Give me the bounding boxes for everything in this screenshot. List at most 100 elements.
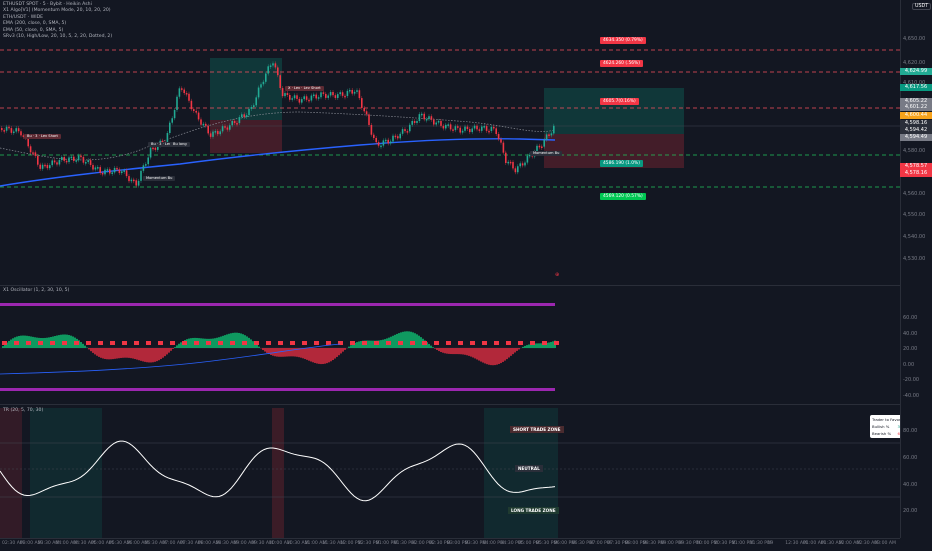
osc-bar bbox=[178, 344, 180, 348]
price-chart[interactable]: ⊕ bbox=[0, 0, 900, 285]
osc-signal-box bbox=[122, 341, 127, 345]
osc-bar bbox=[478, 348, 480, 361]
osc-bar bbox=[360, 341, 362, 348]
osc-bar bbox=[312, 348, 314, 362]
osc-bar bbox=[380, 340, 382, 348]
osc-bar bbox=[60, 335, 62, 348]
osc-bar bbox=[258, 347, 260, 348]
osc-signal-box bbox=[530, 341, 535, 345]
osc-bar bbox=[226, 334, 228, 348]
osc-signal-box bbox=[422, 341, 427, 345]
osc-bar bbox=[328, 348, 330, 362]
osc-bar bbox=[202, 339, 204, 348]
osc-bar bbox=[552, 341, 554, 348]
osc-bar bbox=[492, 348, 494, 365]
osc-signal-box bbox=[506, 341, 511, 345]
tr-legend[interactable]: TR (20, 5, 70, 30) bbox=[3, 408, 43, 414]
osc-bar bbox=[88, 348, 90, 349]
osc-bar bbox=[104, 348, 106, 359]
osc-bar bbox=[264, 348, 266, 352]
osc-bar bbox=[250, 339, 252, 348]
oscillator-legend[interactable]: X1 Oscillator (1, 2, 30, 10, 5) bbox=[3, 288, 69, 294]
osc-bar bbox=[280, 348, 282, 357]
osc-bar bbox=[536, 343, 538, 348]
osc-bar bbox=[436, 348, 438, 350]
osc-bar bbox=[110, 348, 112, 359]
osc-signal-box bbox=[446, 341, 451, 345]
osc-bar bbox=[164, 348, 166, 356]
osc-bar bbox=[122, 348, 124, 358]
osc-bar bbox=[44, 338, 46, 348]
osc-signal-box bbox=[110, 341, 115, 345]
legend-x1-algo[interactable]: X1 Algo[V1] (Momentum Mode, 20, 10, 20, … bbox=[3, 8, 112, 14]
osc-signal-box bbox=[278, 341, 283, 345]
osc-bar bbox=[486, 348, 488, 364]
osc-signal-box bbox=[410, 341, 415, 345]
osc-tick: 0.00 bbox=[903, 362, 914, 368]
oscillator-pane[interactable] bbox=[0, 286, 900, 404]
osc-bar bbox=[332, 348, 334, 360]
osc-signal-box bbox=[146, 341, 151, 345]
position-target-zone bbox=[544, 88, 684, 134]
osc-bar bbox=[454, 348, 456, 354]
price-tag: 4,578.16 bbox=[900, 170, 932, 177]
osc-bar bbox=[108, 348, 110, 359]
osc-bar bbox=[538, 343, 540, 348]
oscillator-chart[interactable] bbox=[0, 286, 900, 404]
osc-bar bbox=[394, 335, 396, 348]
osc-tick: 40.00 bbox=[903, 331, 917, 337]
osc-bar bbox=[116, 348, 118, 359]
osc-bar bbox=[316, 348, 318, 364]
osc-bar bbox=[90, 348, 92, 351]
price-pane[interactable]: ⊕ bbox=[0, 0, 900, 285]
osc-bar bbox=[304, 348, 306, 359]
osc-bar bbox=[84, 346, 86, 348]
osc-bar bbox=[512, 348, 514, 354]
osc-bar bbox=[266, 348, 268, 353]
osc-bar bbox=[540, 343, 542, 348]
osc-signal-box bbox=[518, 341, 523, 345]
osc-bar bbox=[112, 348, 114, 359]
osc-signal-box bbox=[242, 341, 247, 345]
osc-bar bbox=[300, 348, 302, 358]
osc-bar bbox=[58, 335, 60, 348]
main-legend: ETHUSDT SPOT · 5 · Bybit · Heikin Ashi X… bbox=[3, 2, 112, 40]
osc-signal-box bbox=[170, 341, 175, 345]
price-tag: 4,601.22 bbox=[900, 104, 932, 111]
osc-bar bbox=[414, 333, 416, 348]
neutral-zone-label: NEUTRAL bbox=[515, 465, 543, 472]
osc-bar bbox=[120, 348, 122, 358]
osc-bar bbox=[160, 348, 162, 359]
price-tag: 4,578.57 bbox=[900, 163, 932, 170]
osc-bar bbox=[200, 338, 202, 348]
legend-srv3[interactable]: SRv3 (10, High/Low, 20, 10, 5, 2, 20, Do… bbox=[3, 34, 112, 40]
osc-bar bbox=[134, 348, 136, 359]
osc-signal-box bbox=[482, 341, 487, 345]
tr-pane[interactable] bbox=[0, 405, 900, 538]
osc-signal-box bbox=[434, 341, 439, 345]
price-tag: 4,594.42 bbox=[900, 127, 932, 134]
osc-bar bbox=[302, 348, 304, 358]
osc-bar bbox=[522, 347, 524, 348]
osc-signal-box bbox=[386, 341, 391, 345]
osc-bar bbox=[404, 331, 406, 348]
osc-bar bbox=[118, 348, 120, 358]
osc-bar bbox=[408, 331, 410, 348]
osc-signal-box bbox=[62, 341, 67, 345]
osc-bar bbox=[36, 338, 38, 348]
osc-signal-box bbox=[374, 341, 379, 345]
tr-chart[interactable] bbox=[0, 405, 900, 538]
osc-bar bbox=[338, 348, 340, 355]
bullish-label: Bullish % bbox=[872, 423, 889, 430]
price-tag: 4,617.56 bbox=[900, 84, 932, 91]
osc-bar bbox=[152, 348, 154, 362]
currency-button[interactable]: USDT bbox=[912, 3, 931, 10]
osc-signal-box bbox=[494, 341, 499, 345]
osc-bar bbox=[158, 348, 160, 360]
osc-bar bbox=[174, 347, 176, 348]
osc-bar bbox=[214, 338, 216, 348]
osc-bar bbox=[470, 348, 472, 357]
osc-bar bbox=[140, 348, 142, 361]
osc-bar bbox=[434, 348, 436, 349]
